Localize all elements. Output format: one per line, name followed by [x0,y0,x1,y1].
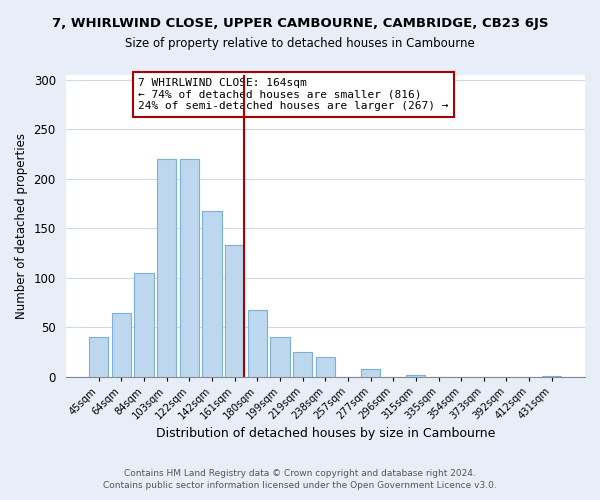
Bar [225,245,244,377]
Text: 7, WHIRLWIND CLOSE, UPPER CAMBOURNE, CAMBRIDGE, CB23 6JS: 7, WHIRLWIND CLOSE, UPPER CAMBOURNE, CAM… [52,18,548,30]
Bar [157,159,176,377]
Text: Contains HM Land Registry data © Crown copyright and database right 2024.: Contains HM Land Registry data © Crown c… [124,468,476,477]
Bar [89,337,109,377]
Text: 7 WHIRLWIND CLOSE: 164sqm
← 74% of detached houses are smaller (816)
24% of semi: 7 WHIRLWIND CLOSE: 164sqm ← 74% of detac… [138,78,449,111]
Bar [542,376,562,377]
Bar [361,369,380,377]
X-axis label: Distribution of detached houses by size in Cambourne: Distribution of detached houses by size … [155,427,495,440]
Bar [406,375,425,377]
Bar [316,357,335,377]
Bar [134,273,154,377]
Bar [271,337,290,377]
Y-axis label: Number of detached properties: Number of detached properties [15,133,28,319]
Bar [112,314,131,377]
Bar [180,159,199,377]
Text: Contains public sector information licensed under the Open Government Licence v3: Contains public sector information licen… [103,481,497,490]
Bar [202,210,221,377]
Bar [293,352,312,377]
Bar [248,310,267,377]
Text: Size of property relative to detached houses in Cambourne: Size of property relative to detached ho… [125,38,475,51]
